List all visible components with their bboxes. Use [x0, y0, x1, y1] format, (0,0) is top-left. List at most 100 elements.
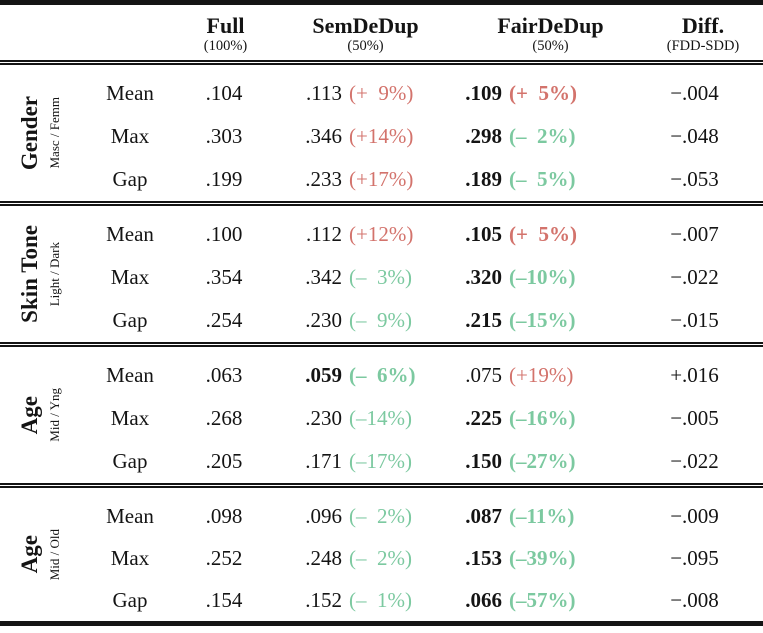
fairdedup-change: (+ 5%): [509, 222, 577, 246]
semdedup-cell: .248 (– 2%): [268, 546, 446, 571]
fairdedup-value: .298: [465, 124, 502, 148]
group-label-column: Gender Masc / Femm: [0, 65, 80, 201]
semdedup-value: .112: [306, 222, 342, 246]
row-label: Mean: [106, 222, 154, 246]
column-subtitle: (50%): [347, 37, 384, 54]
group-sublabel: Light / Dark: [47, 241, 62, 307]
table-top-rule: [0, 0, 763, 5]
fairdedup-value: .075: [465, 363, 502, 387]
full-value: .354: [205, 265, 243, 289]
column-header-full: Full (100%): [178, 11, 273, 53]
semdedup-cell: .230 (– 9%): [268, 308, 446, 333]
table-row: Max .268 .230 (–14%) .225 (–16%) −.005: [80, 397, 763, 440]
fairdedup-change: (+19%): [509, 363, 574, 387]
table-row: Max .303 .346 (+14%) .298 (– 2%) −.048: [80, 115, 763, 158]
row-label: Max: [110, 406, 150, 430]
fairdedup-value: .150: [465, 449, 502, 473]
group-label: Skin Tone: [17, 225, 42, 323]
fairdedup-change: (–15%): [509, 308, 576, 332]
semdedup-value: .152: [305, 587, 342, 612]
semdedup-cell: .171 (–17%): [268, 449, 446, 474]
table-bottom-rule: [0, 621, 763, 626]
row-label: Mean: [106, 81, 154, 105]
group-label-column: Age Mid / Yng: [0, 347, 80, 483]
column-header-semdedup: SemDeDup (50%): [273, 11, 458, 53]
group-label: Age: [17, 535, 42, 574]
full-value: .199: [205, 167, 243, 191]
group-age-mid-yng: Age Mid / Yng Mean .063 .059 (– 6%) .075…: [0, 347, 763, 483]
fairdedup-cell: .320 (–10%): [446, 265, 626, 290]
fairdedup-cell: .087 (–11%): [446, 504, 626, 529]
fairdedup-cell: .298 (– 2%): [446, 124, 626, 149]
column-subtitle: (50%): [532, 37, 569, 54]
table-row: Gap .154 .152 (– 1%) .066 (–57%) −.008: [80, 579, 763, 621]
semdedup-value: .230: [305, 406, 342, 430]
group-age-mid-old: Age Mid / Old Mean .098 .096 (– 2%) .087…: [0, 488, 763, 621]
diff-value: −.005: [670, 406, 719, 430]
fairdedup-cell: .066 (–57%): [446, 588, 626, 613]
fairdedup-cell: .215 (–15%): [446, 308, 626, 333]
table-row: Mean .104 .113 (+ 9%) .109 (+ 5%) −.004: [80, 72, 763, 115]
group-rows: Mean .100 .112 (+12%) .105 (+ 5%) −.007 …: [80, 206, 763, 342]
diff-value: −.022: [670, 449, 719, 473]
row-label: Mean: [106, 503, 154, 528]
semdedup-value: .248: [305, 545, 342, 570]
fairdedup-cell: .189 (– 5%): [446, 167, 626, 192]
semdedup-value: .113: [306, 81, 342, 105]
fairdedup-change: (–57%): [509, 587, 576, 612]
diff-value: −.008: [670, 587, 719, 612]
fairdedup-change: (+ 5%): [509, 81, 577, 105]
fairdedup-value: .189: [465, 167, 502, 191]
fairdedup-value: .087: [465, 503, 502, 528]
column-title: SemDeDup: [312, 13, 419, 39]
group-sublabel: Mid / Old: [47, 528, 62, 581]
group-rows: Mean .098 .096 (– 2%) .087 (–11%) −.009 …: [80, 488, 763, 621]
semdedup-change: (+ 9%): [349, 81, 414, 105]
semdedup-value: .233: [305, 167, 342, 191]
group-label: Gender: [17, 95, 42, 171]
diff-value: +.016: [670, 363, 719, 387]
section-separator-rule: [0, 201, 763, 206]
fairdedup-value: .066: [465, 587, 502, 612]
semdedup-value: .171: [305, 449, 342, 473]
semdedup-cell: .233 (+17%): [268, 167, 446, 192]
fairdedup-cell: .153 (–39%): [446, 546, 626, 571]
group-label: Age: [17, 395, 42, 435]
fairdedup-change: (– 2%): [509, 124, 576, 148]
fairdedup-value: .105: [465, 222, 502, 246]
full-value: .268: [205, 406, 243, 430]
fairdedup-change: (–39%): [509, 545, 576, 570]
semdedup-change: (– 2%): [349, 503, 412, 528]
semdedup-cell: .230 (–14%): [268, 406, 446, 431]
row-label: Gap: [112, 167, 148, 191]
semdedup-cell: .152 (– 1%): [268, 588, 446, 613]
row-label: Mean: [106, 363, 154, 387]
full-value: .104: [205, 81, 243, 105]
group-skin-tone: Skin Tone Light / Dark Mean .100 .112 (+…: [0, 206, 763, 342]
fairdedup-cell: .105 (+ 5%): [446, 222, 626, 247]
semdedup-value: .096: [305, 503, 342, 528]
fairdedup-value: .153: [465, 545, 502, 570]
semdedup-cell: .342 (– 3%): [268, 265, 446, 290]
table-row: Mean .098 .096 (– 2%) .087 (–11%) −.009: [80, 495, 763, 537]
section-separator-rule: [0, 483, 763, 488]
column-title: FairDeDup: [497, 13, 604, 39]
full-value: .098: [205, 503, 243, 528]
row-label: Gap: [112, 449, 148, 473]
semdedup-cell: .096 (– 2%): [268, 504, 446, 529]
semdedup-change: (–14%): [349, 406, 412, 430]
header-separator-rule: [0, 60, 763, 65]
semdedup-value: .342: [305, 265, 342, 289]
fairdedup-cell: .225 (–16%): [446, 406, 626, 431]
diff-value: −.009: [670, 503, 719, 528]
table-row: Mean .100 .112 (+12%) .105 (+ 5%) −.007: [80, 213, 763, 256]
table-row: Gap .199 .233 (+17%) .189 (– 5%) −.053: [80, 158, 763, 201]
fairdedup-change: (–11%): [509, 503, 575, 528]
semdedup-change: (– 9%): [349, 308, 412, 332]
semdedup-value: .059: [305, 363, 342, 387]
full-value: .154: [205, 587, 243, 612]
diff-value: −.004: [670, 81, 719, 105]
semdedup-change: (–17%): [349, 449, 412, 473]
full-value: .252: [205, 545, 243, 570]
table-row: Mean .063 .059 (– 6%) .075 (+19%) +.016: [80, 354, 763, 397]
